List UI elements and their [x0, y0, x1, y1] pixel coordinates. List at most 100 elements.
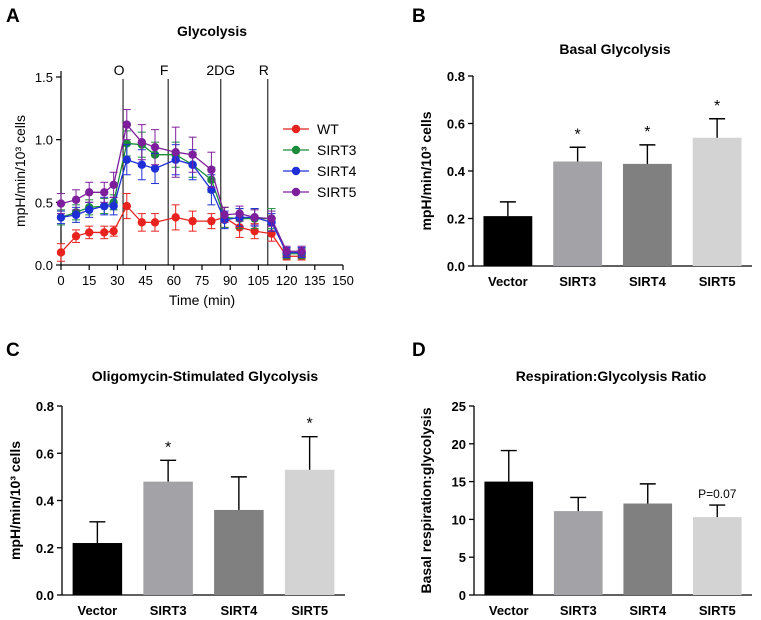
data-point — [71, 195, 81, 205]
chart-title: Glycolysis — [177, 23, 247, 39]
x-tick-label: SIRT5 — [699, 603, 736, 618]
y-tick-label: 0 — [459, 588, 466, 603]
y-tick-label: 0.5 — [35, 195, 53, 210]
injection-label: 2DG — [206, 62, 235, 78]
data-point — [235, 209, 244, 218]
legend-label: SIRT5 — [317, 184, 357, 200]
x-axis-label: Time (min) — [169, 292, 235, 308]
bar-sirt4 — [623, 503, 673, 595]
bar-sirt3 — [553, 511, 603, 595]
x-tick-label: 75 — [195, 273, 209, 288]
panel-letter-d: D — [412, 340, 426, 361]
data-point — [100, 201, 109, 211]
x-tick-label: SIRT3 — [560, 603, 597, 618]
bar-sirt3 — [553, 161, 603, 266]
oligomycin-glycolysis-bar-chart: Oligomycin-Stimulated Glycolysis 0.0 0.2 0.… — [7, 368, 345, 618]
y-tick-label: 20 — [452, 437, 466, 452]
legend-label: SIRT3 — [317, 142, 357, 158]
injection-label: O — [114, 62, 125, 78]
x-tick-label: 60 — [167, 273, 181, 288]
data-point — [100, 228, 109, 237]
y-tick-label: 0.4 — [36, 494, 55, 509]
data-point — [188, 150, 197, 159]
bar-sirt3 — [143, 481, 193, 595]
x-tick-label: SIRT4 — [629, 274, 667, 289]
x-tick-label: 135 — [304, 273, 326, 288]
y-axis-label: Basal respiration:glycolysis — [418, 407, 434, 593]
x-tick-label: SIRT3 — [150, 603, 187, 618]
basal-glycolysis-bar-chart: Basal Glycolysis 0.0 0.2 0.4 0.6 0.8 mpH/min/1… — [418, 41, 752, 289]
data-point — [122, 201, 131, 211]
y-axis-label: mpH/min/10³ cells — [418, 111, 434, 230]
y-tick-label: 1.0 — [35, 133, 53, 148]
legend-marker — [291, 166, 301, 176]
bar-vector — [484, 481, 534, 595]
x-tick-label: Vector — [489, 603, 529, 618]
x-tick-label: Vector — [78, 603, 118, 618]
data-point — [100, 188, 109, 197]
y-tick-label: 15 — [452, 475, 466, 490]
data-point — [171, 148, 180, 157]
data-point — [85, 188, 94, 197]
respiration-glycolysis-ratio-bar-chart: Respiration:Glycolysis Ratio 0 5 10 15 20 25 Ba… — [418, 368, 752, 618]
y-tick-label: 0.0 — [36, 588, 54, 603]
significance-marker: * — [165, 439, 171, 456]
y-tick-label: 0.0 — [447, 259, 465, 274]
legend-label: SIRT4 — [317, 163, 357, 179]
x-tick-label: SIRT5 — [291, 603, 328, 618]
data-point — [250, 213, 259, 222]
y-axis-label: mpH/min/10³ cells — [7, 441, 23, 560]
x-tick-label: SIRT5 — [699, 274, 736, 289]
chart-title: Oligomycin-Stimulated Glycolysis — [92, 368, 319, 384]
y-axis-label: mpH/min/10³ cells — [12, 115, 28, 227]
significance-marker: * — [644, 124, 650, 141]
legend-label: WT — [317, 121, 339, 137]
series-sirt5 — [56, 109, 306, 257]
data-point — [85, 205, 94, 215]
y-tick-label: 25 — [452, 399, 466, 414]
x-tick-label: SIRT4 — [220, 603, 258, 618]
p-value-annotation: P=0.07 — [698, 487, 737, 501]
series-line — [60, 204, 302, 257]
data-point — [109, 226, 118, 236]
series-wt — [56, 193, 306, 262]
bar-sirt5 — [284, 469, 335, 595]
y-tick-label: 1.5 — [35, 70, 53, 85]
y-tick-label: 0.0 — [35, 258, 53, 273]
x-tick-label: SIRT3 — [559, 274, 596, 289]
data-point — [267, 214, 276, 223]
data-point — [71, 210, 81, 220]
y-tick-label: 0.2 — [447, 212, 465, 227]
x-tick-label: 120 — [276, 273, 298, 288]
data-point — [122, 155, 131, 164]
x-tick-label: 15 — [82, 273, 96, 288]
bar-vector — [483, 216, 533, 266]
y-tick-label: 0.4 — [447, 164, 466, 179]
data-point — [137, 218, 147, 227]
significance-marker: * — [575, 126, 581, 143]
y-tick-label: 5 — [459, 550, 466, 565]
y-tick-label: 0.8 — [447, 69, 465, 84]
x-tick-label: 0 — [57, 273, 64, 288]
panel-letter-c: C — [6, 340, 20, 361]
data-point — [188, 216, 197, 226]
data-point — [137, 160, 147, 169]
y-tick-label: 0.6 — [36, 446, 54, 461]
data-point — [282, 247, 291, 256]
data-point — [207, 165, 216, 174]
data-point — [122, 139, 131, 148]
chart-title: Basal Glycolysis — [559, 41, 671, 57]
data-point — [85, 228, 94, 237]
chart-title: Respiration:Glycolysis Ratio — [516, 368, 707, 384]
x-tick-label: 30 — [110, 273, 124, 288]
bar-sirt5 — [692, 517, 742, 595]
series-sirt3 — [56, 130, 306, 260]
data-point — [207, 216, 216, 226]
y-tick-label: 0.6 — [447, 117, 465, 132]
x-tick-label: 90 — [223, 273, 237, 288]
injection-label: R — [259, 62, 269, 78]
data-point — [150, 164, 160, 173]
data-point — [109, 180, 118, 189]
significance-marker: * — [307, 416, 313, 433]
